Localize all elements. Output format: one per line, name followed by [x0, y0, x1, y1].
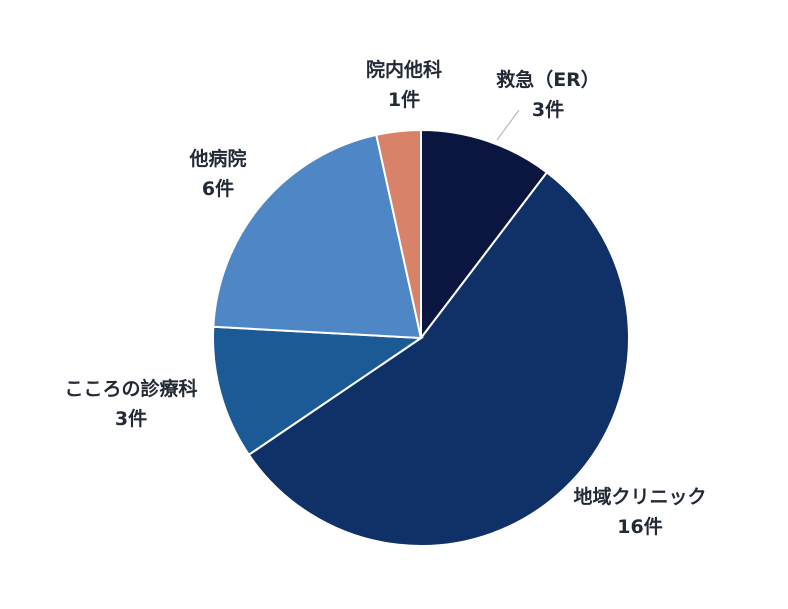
slice-label-other-hospital-name: 他病院	[189, 148, 247, 170]
slice-label-internal: 院内他科 1件	[366, 55, 442, 115]
slice-label-clinic-name: 地域クリニック	[573, 486, 707, 508]
slice-other-hospital	[212, 133, 423, 340]
slice-label-er-name: 救急（ER）	[496, 69, 600, 91]
slice-label-kokoro-value: 3件	[114, 408, 148, 430]
slice-label-er: 救急（ER） 3件	[496, 65, 600, 125]
slice-label-kokoro: こころの診療科 3件	[64, 374, 197, 434]
slice-label-clinic-value: 16件	[617, 516, 663, 538]
slice-label-internal-value: 1件	[387, 89, 421, 111]
slice-label-other-hospital: 他病院 6件	[189, 144, 246, 204]
slice-clinic	[247, 171, 630, 547]
leader-line-er	[496, 109, 520, 141]
slice-label-other-hospital-value: 6件	[201, 178, 235, 200]
slice-label-clinic: 地域クリニック 16件	[573, 482, 706, 542]
slice-er	[420, 128, 549, 341]
slice-label-internal-name: 院内他科	[365, 59, 443, 81]
slice-label-er-value: 3件	[531, 99, 565, 121]
slice-kokoro	[212, 325, 425, 457]
slice-internal	[375, 128, 422, 339]
slice-label-kokoro-name: こころの診療科	[64, 378, 198, 400]
